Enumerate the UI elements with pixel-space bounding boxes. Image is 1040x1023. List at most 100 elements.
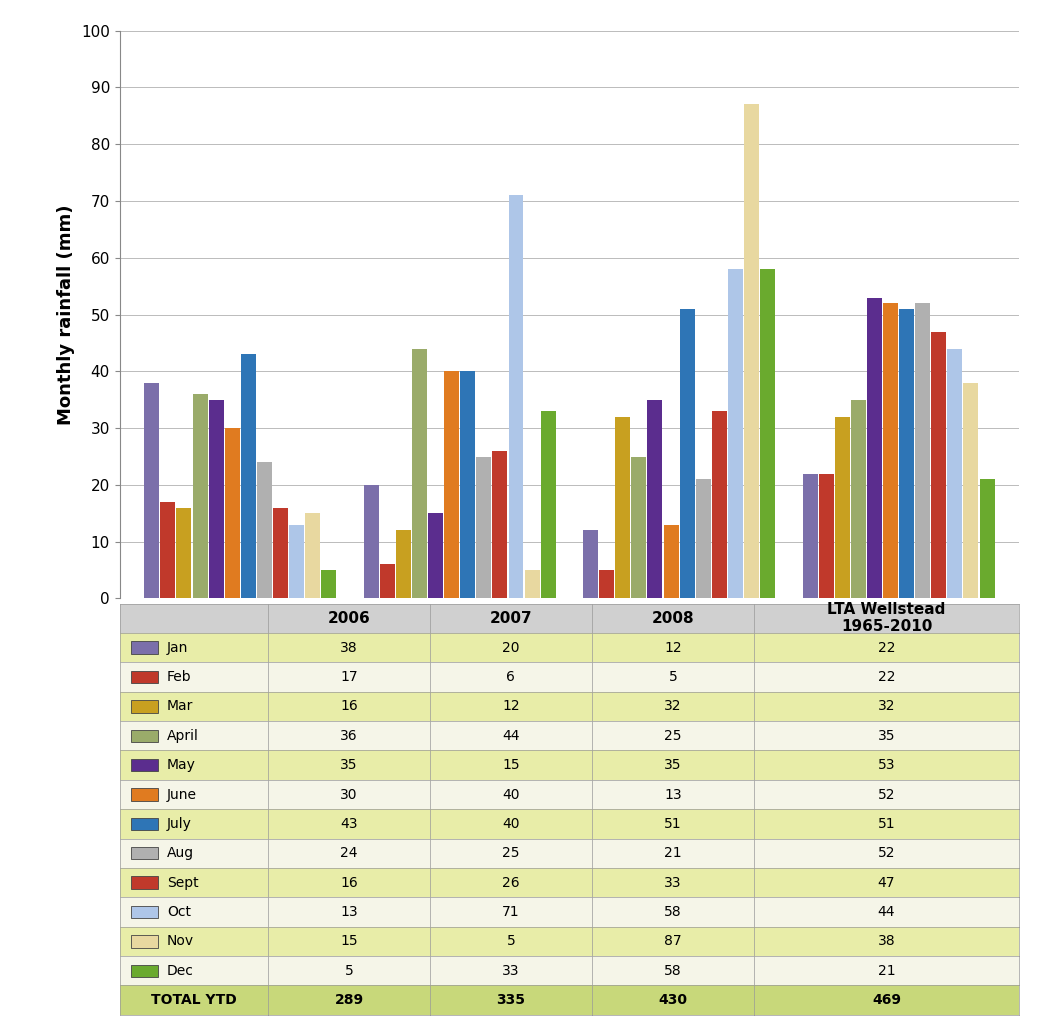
Text: Feb: Feb bbox=[167, 670, 191, 684]
Bar bbox=[963, 383, 979, 598]
Text: 5: 5 bbox=[669, 670, 677, 684]
Text: 35: 35 bbox=[878, 728, 895, 743]
Bar bbox=[380, 565, 395, 598]
Bar bbox=[131, 817, 158, 830]
Bar bbox=[492, 451, 508, 598]
Text: 469: 469 bbox=[872, 993, 901, 1007]
Bar bbox=[305, 514, 320, 598]
Text: Sept: Sept bbox=[167, 876, 199, 890]
Bar bbox=[728, 269, 743, 598]
Bar bbox=[131, 759, 158, 771]
Bar bbox=[461, 371, 475, 598]
Text: 15: 15 bbox=[502, 758, 520, 772]
Bar bbox=[915, 303, 930, 598]
Text: 6: 6 bbox=[506, 670, 516, 684]
Bar bbox=[131, 965, 158, 977]
Bar bbox=[616, 416, 630, 598]
Text: 16: 16 bbox=[340, 700, 358, 713]
Text: 13: 13 bbox=[665, 788, 681, 801]
Bar bbox=[289, 525, 304, 598]
Text: 32: 32 bbox=[665, 700, 681, 713]
Bar bbox=[396, 530, 411, 598]
Text: 58: 58 bbox=[665, 905, 681, 919]
Bar bbox=[177, 507, 191, 598]
Text: 25: 25 bbox=[665, 728, 681, 743]
Text: 53: 53 bbox=[878, 758, 895, 772]
Bar bbox=[867, 298, 882, 598]
Text: 21: 21 bbox=[878, 964, 895, 978]
Bar bbox=[835, 416, 850, 598]
Text: 47: 47 bbox=[878, 876, 895, 890]
Text: 51: 51 bbox=[878, 817, 895, 831]
Bar bbox=[444, 371, 459, 598]
Text: 36: 36 bbox=[340, 728, 358, 743]
Bar bbox=[680, 309, 695, 598]
Bar bbox=[509, 195, 523, 598]
Bar bbox=[412, 349, 427, 598]
Bar bbox=[131, 847, 158, 859]
Bar bbox=[131, 671, 158, 683]
Text: 38: 38 bbox=[340, 640, 358, 655]
Bar bbox=[760, 269, 775, 598]
Text: 22: 22 bbox=[878, 670, 895, 684]
Text: 26: 26 bbox=[502, 876, 520, 890]
Text: 2008: 2008 bbox=[651, 611, 694, 626]
Text: 289: 289 bbox=[335, 993, 364, 1007]
Text: 30: 30 bbox=[340, 788, 358, 801]
Bar bbox=[192, 394, 208, 598]
Text: 12: 12 bbox=[502, 700, 520, 713]
Bar bbox=[131, 729, 158, 742]
Text: 32: 32 bbox=[878, 700, 895, 713]
Bar bbox=[883, 303, 898, 598]
Bar bbox=[476, 456, 491, 598]
Text: 16: 16 bbox=[340, 876, 358, 890]
Text: April: April bbox=[167, 728, 199, 743]
Text: 58: 58 bbox=[665, 964, 681, 978]
Bar bbox=[931, 331, 946, 598]
Bar bbox=[900, 309, 914, 598]
Bar bbox=[599, 570, 615, 598]
Bar bbox=[851, 400, 865, 598]
Text: 17: 17 bbox=[340, 670, 358, 684]
Bar bbox=[131, 935, 158, 947]
Bar bbox=[428, 514, 443, 598]
Bar bbox=[131, 641, 158, 654]
Text: 15: 15 bbox=[340, 934, 358, 948]
Text: 33: 33 bbox=[665, 876, 681, 890]
Text: 43: 43 bbox=[340, 817, 358, 831]
Bar bbox=[947, 349, 962, 598]
Text: 52: 52 bbox=[878, 846, 895, 860]
Bar bbox=[321, 570, 336, 598]
Text: Jan: Jan bbox=[167, 640, 188, 655]
Text: 35: 35 bbox=[340, 758, 358, 772]
Text: 44: 44 bbox=[502, 728, 520, 743]
Bar bbox=[541, 411, 555, 598]
Bar bbox=[131, 789, 158, 801]
Text: 335: 335 bbox=[496, 993, 525, 1007]
Bar bbox=[131, 700, 158, 713]
Text: 20: 20 bbox=[502, 640, 520, 655]
Text: Nov: Nov bbox=[167, 934, 194, 948]
Bar bbox=[160, 502, 176, 598]
Bar bbox=[364, 485, 379, 598]
Text: 40: 40 bbox=[502, 817, 520, 831]
Bar bbox=[980, 479, 994, 598]
Bar bbox=[696, 479, 710, 598]
Bar bbox=[803, 474, 817, 598]
Y-axis label: Monthly rainfall (mm): Monthly rainfall (mm) bbox=[57, 205, 76, 425]
Bar bbox=[631, 456, 647, 598]
Bar bbox=[257, 462, 271, 598]
Text: 5: 5 bbox=[344, 964, 354, 978]
Bar bbox=[583, 530, 598, 598]
Text: Mar: Mar bbox=[167, 700, 193, 713]
Bar bbox=[711, 411, 727, 598]
Bar bbox=[524, 570, 540, 598]
Text: 12: 12 bbox=[665, 640, 681, 655]
Text: 87: 87 bbox=[665, 934, 681, 948]
Text: 44: 44 bbox=[878, 905, 895, 919]
Text: 25: 25 bbox=[502, 846, 520, 860]
Text: 21: 21 bbox=[665, 846, 681, 860]
Text: 51: 51 bbox=[665, 817, 681, 831]
Text: 2007: 2007 bbox=[490, 611, 532, 626]
Bar bbox=[131, 905, 158, 919]
